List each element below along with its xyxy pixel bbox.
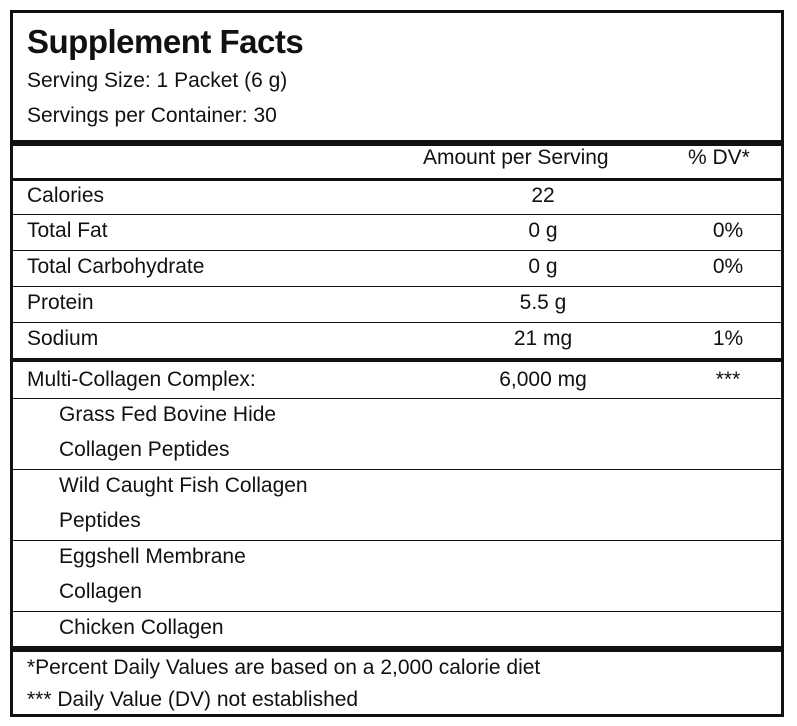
section-divider: [13, 358, 781, 362]
thick-divider: [13, 646, 781, 652]
nutrient-amount: 0 g: [528, 255, 558, 278]
nutrient-name: Sodium: [27, 327, 99, 350]
ingredient-line: Eggshell Membrane: [59, 545, 246, 568]
complex-name: Multi-Collagen Complex:: [27, 368, 256, 391]
ingredient-line: Collagen: [59, 580, 142, 603]
nutrient-name: Total Carbohydrate: [27, 255, 205, 278]
nutrient-name: Calories: [27, 184, 105, 207]
ingredient-line: Grass Fed Bovine Hide: [59, 403, 277, 426]
row-divider: [13, 540, 781, 541]
complex-dv: ***: [715, 368, 741, 391]
thick-divider: [13, 140, 781, 146]
nutrient-dv: 0%: [712, 255, 744, 278]
row-divider: [13, 398, 781, 399]
row-divider: [13, 322, 781, 323]
panel-title: Supplement Facts: [27, 23, 304, 60]
nutrient-amount: 0 g: [528, 219, 558, 242]
nutrient-amount: 21 mg: [513, 327, 573, 350]
ingredient-line: Wild Caught Fish Collagen: [59, 474, 308, 497]
header-amount: Amount per Serving: [423, 146, 609, 169]
nutrient-amount: 5.5 g: [519, 291, 567, 314]
nutrient-name: Protein: [27, 291, 94, 314]
nutrient-amount: 22: [531, 184, 555, 207]
complex-amount: 6,000 mg: [499, 368, 587, 391]
footnote-not-established: *** Daily Value (DV) not established: [27, 688, 359, 711]
header-dv: % DV*: [688, 146, 750, 169]
footnote-dv: *Percent Daily Values are based on a 2,0…: [27, 656, 541, 679]
ingredient-line: Chicken Collagen: [59, 616, 224, 639]
header-divider: [13, 178, 781, 181]
row-divider: [13, 214, 781, 215]
row-divider: [13, 286, 781, 287]
row-divider: [13, 611, 781, 612]
supplement-facts-panel: Supplement Facts Serving Size: 1 Packet …: [10, 10, 784, 717]
nutrient-dv: 1%: [712, 327, 744, 350]
nutrient-name: Total Fat: [27, 219, 108, 242]
nutrient-dv: 0%: [712, 219, 744, 242]
serving-size: Serving Size: 1 Packet (6 g): [27, 69, 288, 92]
ingredient-line: Collagen Peptides: [59, 438, 230, 461]
ingredient-line: Peptides: [59, 509, 141, 532]
row-divider: [13, 250, 781, 251]
servings-per-container: Servings per Container: 30: [27, 104, 277, 127]
row-divider: [13, 469, 781, 470]
